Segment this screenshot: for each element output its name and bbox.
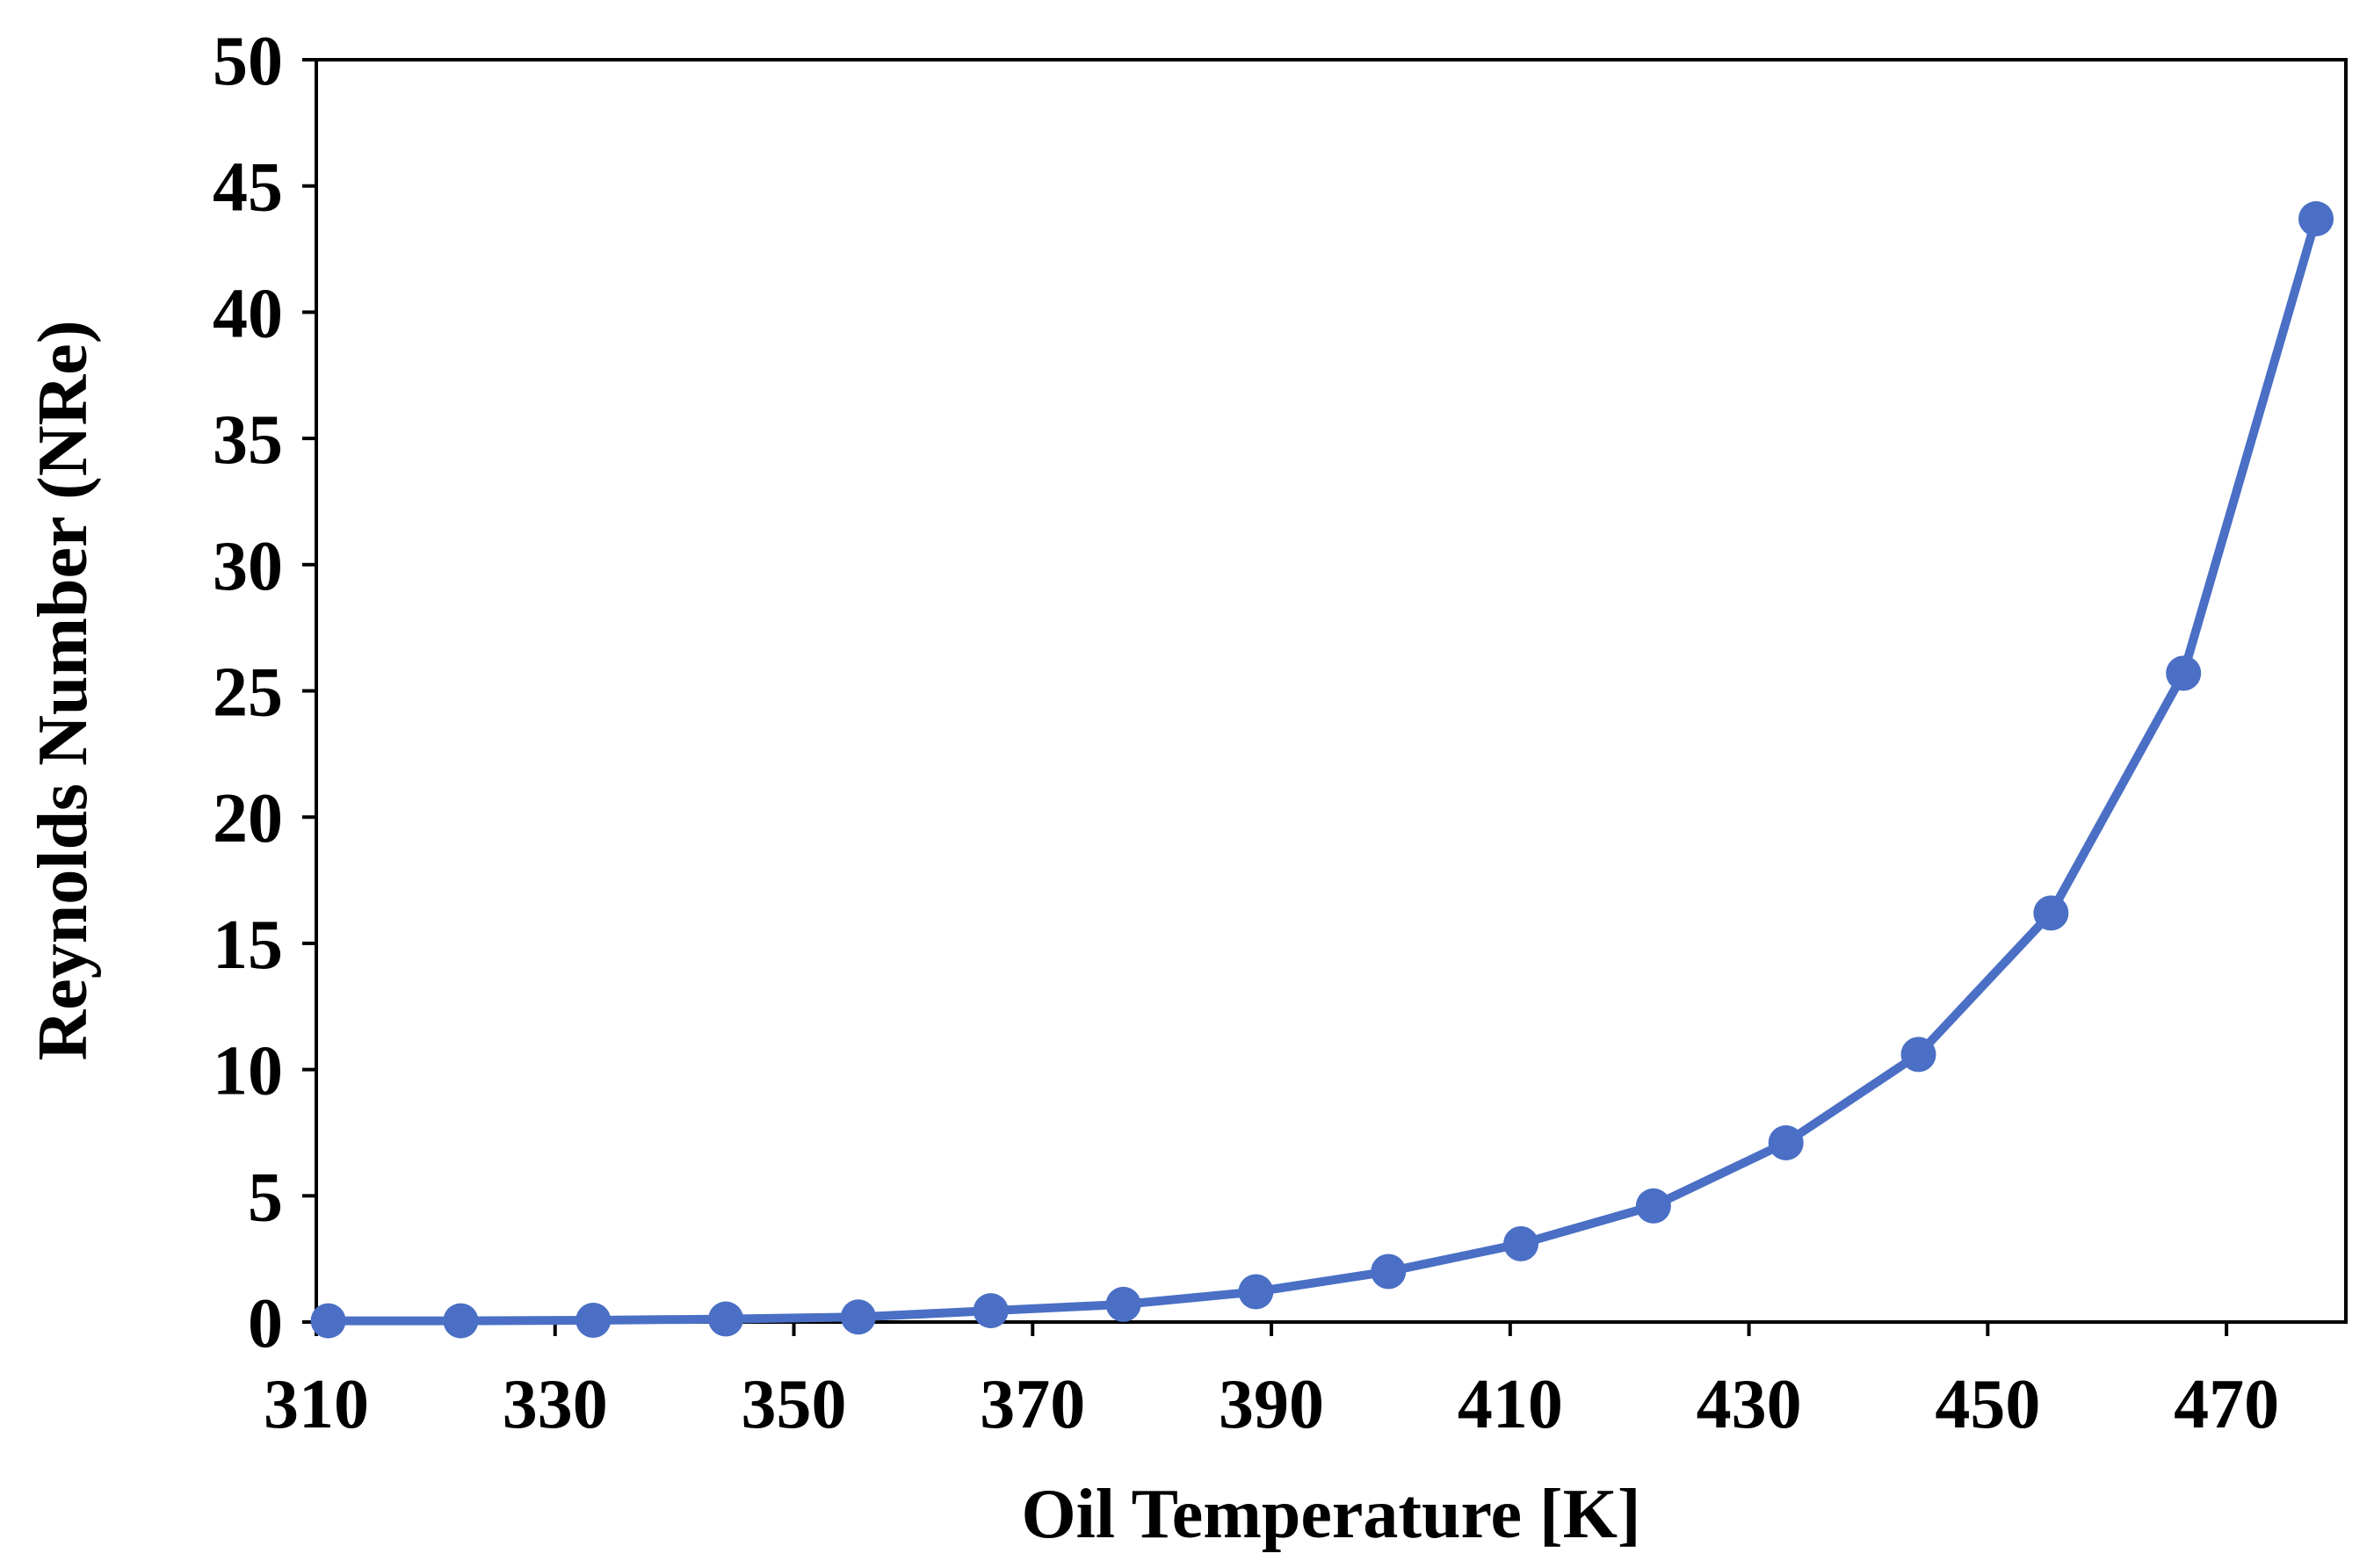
data-point: [708, 1301, 744, 1337]
y-axis-title: Reynolds Number (NRe): [25, 321, 102, 1061]
y-tick-label: 10: [213, 1033, 283, 1110]
x-tick-labels: 310 330 350 370 390 410 430 450 470: [264, 1366, 2279, 1443]
x-tick-label: 430: [1697, 1366, 1802, 1443]
x-tick-label: 450: [1935, 1366, 2040, 1443]
x-tick-label: 410: [1458, 1366, 1563, 1443]
y-tick-label: 20: [213, 780, 283, 857]
plot-area-frame: [315, 58, 2348, 1324]
data-point: [840, 1299, 876, 1335]
data-point: [2033, 895, 2069, 931]
x-tick-label: 330: [503, 1366, 608, 1443]
data-point: [310, 1303, 346, 1339]
series-line: [323, 214, 2320, 1326]
y-tick-label: 40: [213, 275, 283, 352]
data-point: [1503, 1225, 1539, 1261]
data-point: [2166, 655, 2202, 691]
x-tick-label: 390: [1219, 1366, 1324, 1443]
data-point: [1105, 1286, 1141, 1322]
x-tick-label: 470: [2174, 1366, 2279, 1443]
y-tick-labels: 0 5 10 15 20 25 30 35 40 45 50: [213, 23, 283, 1362]
x-axis-title: Oil Temperature [K]: [1021, 1476, 1640, 1553]
series-layer: [310, 201, 2334, 1339]
data-point: [1768, 1124, 1804, 1160]
tick-marks: [302, 58, 2229, 1336]
data-point: [575, 1302, 612, 1338]
y-tick-label: 5: [248, 1159, 283, 1236]
x-tick-label: 370: [980, 1366, 1085, 1443]
y-tick-label: 25: [213, 654, 283, 732]
data-point: [1371, 1254, 1407, 1290]
y-tick-label: 15: [213, 907, 283, 984]
data-point: [2298, 201, 2334, 237]
x-tick-label: 350: [742, 1366, 847, 1443]
data-point: [973, 1293, 1009, 1329]
data-point: [1900, 1037, 1936, 1073]
y-tick-label: 50: [213, 23, 283, 100]
y-tick-label: 45: [213, 149, 283, 227]
data-point: [1635, 1188, 1671, 1224]
data-point: [1238, 1274, 1274, 1310]
y-tick-label: 0: [248, 1285, 283, 1362]
y-tick-label: 30: [213, 528, 283, 605]
y-tick-label: 35: [213, 401, 283, 479]
data-point: [443, 1303, 479, 1339]
x-tick-label: 310: [264, 1366, 369, 1443]
